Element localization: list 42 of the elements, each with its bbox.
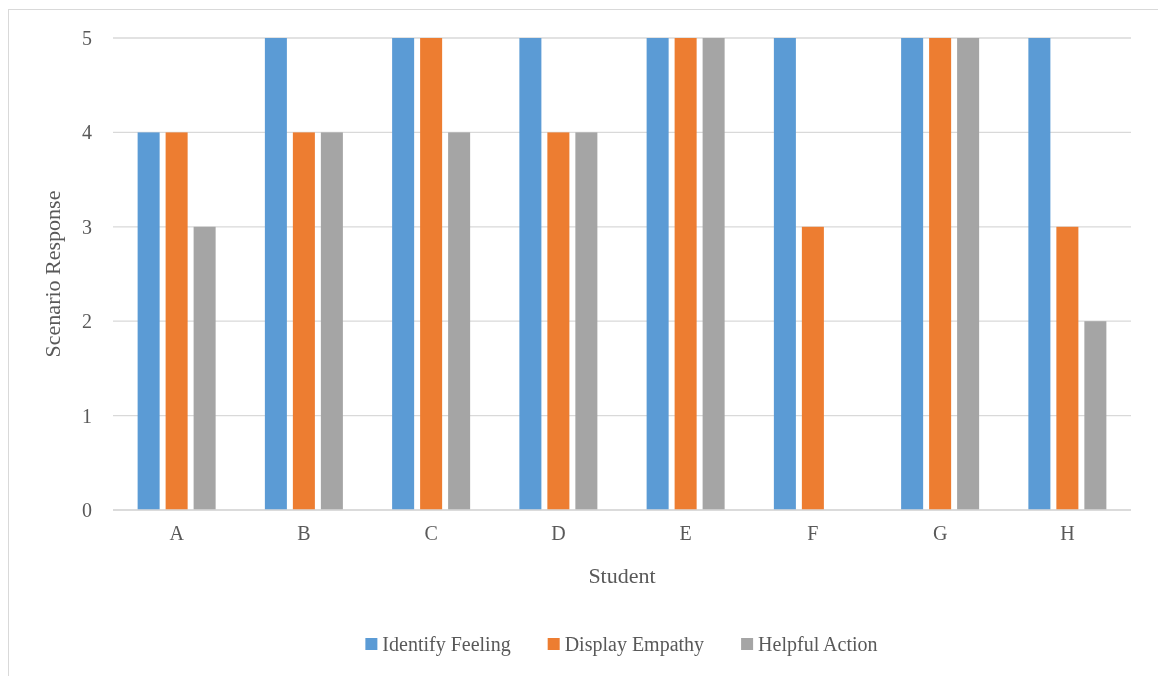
x-tick-label: C	[424, 522, 438, 544]
y-tick-label: 5	[82, 27, 92, 49]
bar	[929, 38, 952, 510]
bar	[674, 38, 697, 510]
bar	[519, 38, 542, 510]
bar	[801, 226, 824, 510]
bar	[320, 132, 343, 510]
bar	[575, 132, 598, 510]
bar	[165, 132, 188, 510]
bar	[646, 38, 669, 510]
bar	[448, 132, 471, 510]
x-tick-label: H	[1060, 522, 1075, 544]
bar	[420, 38, 443, 510]
legend-label: Identify Feeling	[382, 633, 511, 656]
x-axis-title: Student	[588, 563, 656, 588]
legend-label: Display Empathy	[564, 633, 705, 656]
bar	[1084, 321, 1107, 510]
x-tick-label: B	[297, 522, 311, 544]
bar	[292, 132, 315, 510]
y-tick-label: 4	[82, 121, 92, 144]
bar	[957, 38, 980, 510]
x-tick-label: A	[169, 522, 185, 544]
y-tick-label: 3	[82, 215, 92, 238]
bar	[392, 38, 415, 510]
bar	[193, 226, 216, 510]
x-tick-label: E	[679, 522, 692, 544]
bar	[264, 38, 287, 510]
y-tick-label: 0	[82, 499, 92, 521]
y-tick-label: 1	[82, 404, 92, 427]
y-axis-title: Scenario Response	[40, 190, 65, 358]
x-tick-label: D	[551, 522, 566, 544]
bar	[702, 38, 725, 510]
bar	[137, 132, 160, 510]
bar	[901, 38, 924, 510]
y-tick-label: 2	[82, 310, 92, 333]
x-tick-label: F	[807, 522, 819, 544]
bar	[547, 132, 570, 510]
bar	[1056, 226, 1079, 510]
bar	[773, 38, 796, 510]
bar	[1028, 38, 1051, 510]
legend-label: Helpful Action	[758, 633, 878, 656]
x-tick-label: G	[932, 522, 948, 544]
